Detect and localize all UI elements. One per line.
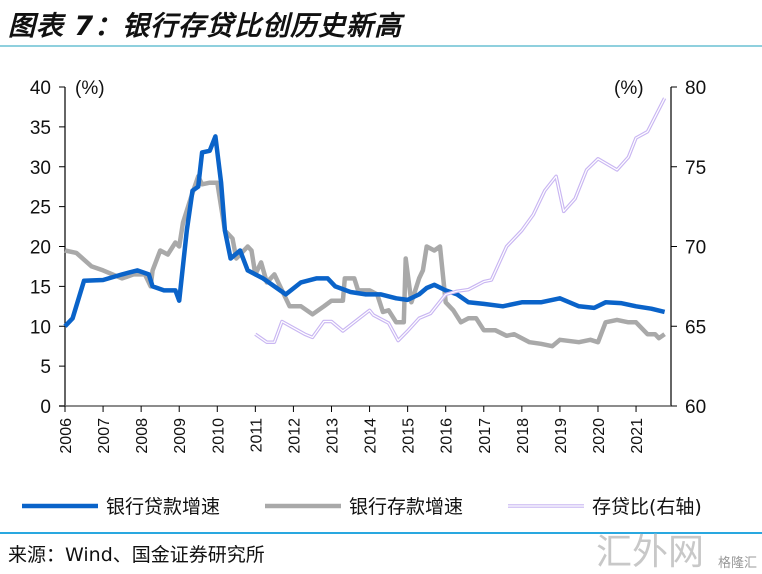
- left-tick-label: 5: [40, 357, 51, 378]
- x-tick-label: 2009: [172, 418, 189, 454]
- left-tick-label: 0: [40, 397, 51, 418]
- series-line-inner-2: [254, 97, 666, 343]
- left-tick-label: 15: [30, 277, 51, 298]
- left-tick-label: 30: [30, 158, 51, 179]
- x-tick-label: 2007: [96, 418, 113, 454]
- figure-title: 图表 7：银行存贷比创历史新高: [8, 11, 403, 42]
- x-tick-label: 2015: [401, 418, 418, 454]
- axes: 0 5 10 15 20 25 30 35 40 60 65 70 75 80 (%) (%) 2006 2007…: [30, 78, 706, 454]
- left-tick-label: 25: [30, 198, 51, 219]
- watermark: 汇外网: [596, 532, 705, 573]
- right-tick-label: 70: [685, 238, 706, 259]
- right-axis-unit: (%): [614, 78, 644, 99]
- x-tick-label: 2006: [58, 418, 75, 454]
- right-tick-label: 75: [685, 158, 706, 179]
- x-tick-label: 2017: [477, 418, 494, 454]
- legend-label-0: 银行贷款增速: [106, 496, 220, 518]
- x-tick-label: 2011: [248, 418, 265, 453]
- x-tick-label: 2021: [629, 418, 646, 454]
- x-tick-label: 2013: [324, 418, 341, 454]
- x-tick-label: 2016: [439, 418, 456, 454]
- left-tick-label: 35: [30, 118, 51, 139]
- watermark-sub: 格隆汇: [718, 555, 758, 570]
- legend: 银行贷款增速 银行存款增速 存贷比(右轴): [22, 496, 702, 518]
- x-tick-label: 2010: [210, 418, 227, 454]
- x-tick-label: 2008: [134, 418, 151, 454]
- x-tick-label: 2018: [515, 418, 532, 454]
- title-divider: [0, 45, 762, 47]
- series-lines: [63, 97, 667, 349]
- series-line-1: [64, 174, 666, 349]
- left-axis-unit: (%): [75, 78, 105, 99]
- right-tick-label: 65: [685, 317, 706, 338]
- x-tick-label: 2019: [553, 418, 570, 454]
- x-tick-label: 2020: [591, 418, 608, 454]
- right-tick-label: 60: [685, 397, 706, 418]
- right-tick-label: 80: [685, 78, 706, 99]
- legend-label-1: 银行存款增速: [349, 496, 463, 518]
- left-tick-label: 40: [30, 78, 51, 99]
- line-chart: 0 5 10 15 20 25 30 35 40 60 65 70 75 80 (%) (%) 2006 2007…: [22, 78, 706, 518]
- x-tick-label: 2014: [363, 418, 380, 454]
- left-tick-label: 10: [30, 317, 51, 338]
- series-line-0: [63, 134, 666, 328]
- x-tick-label: 2012: [286, 418, 303, 454]
- source-note: 来源：Wind、国金证券研究所: [8, 544, 265, 566]
- legend-label-2: 存贷比(右轴): [592, 496, 702, 518]
- source-divider: [0, 532, 762, 534]
- left-tick-label: 20: [30, 238, 51, 259]
